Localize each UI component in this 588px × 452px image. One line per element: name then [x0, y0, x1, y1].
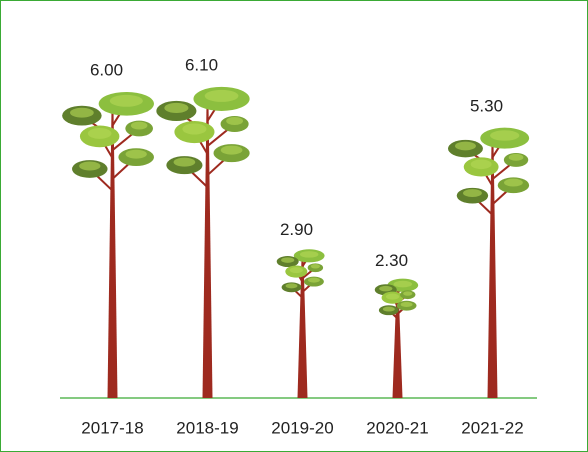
value-label: 6.00 — [90, 60, 123, 79]
leaf-highlight — [382, 306, 395, 312]
leaf-highlight — [182, 123, 207, 135]
leaf-highlight — [281, 257, 295, 263]
leaf-highlight — [220, 145, 243, 155]
trunk — [202, 103, 213, 398]
leaf-highlight — [173, 157, 196, 167]
leaf-highlight — [226, 116, 244, 126]
trunk — [392, 287, 403, 398]
value-label: 5.30 — [470, 97, 503, 116]
leaf-highlight — [403, 291, 413, 296]
leaf-highlight — [299, 251, 319, 258]
tree — [62, 91, 154, 398]
x-tick-label: 2017-18 — [81, 418, 143, 437]
leaf-highlight — [455, 141, 476, 151]
x-tick-label: 2021-22 — [461, 418, 523, 437]
x-tick-label: 2020-21 — [366, 418, 428, 437]
leaf-highlight — [87, 127, 112, 139]
leaf-highlight — [109, 94, 143, 107]
leaf-highlight — [508, 153, 524, 161]
trunk — [487, 142, 498, 398]
trunk — [297, 258, 308, 398]
leaf-highlight — [164, 102, 189, 113]
leaf-highlight — [504, 178, 523, 187]
value-label: 2.30 — [375, 251, 408, 270]
leaf-highlight — [400, 302, 413, 308]
leaf-highlight — [379, 285, 393, 292]
leaf-highlight — [308, 277, 320, 283]
leaf-highlight — [490, 130, 520, 141]
leaf-highlight — [125, 149, 147, 159]
leaf-highlight — [385, 293, 400, 300]
leaf-highlight — [470, 159, 492, 170]
trunk — [107, 108, 118, 398]
x-tick-label: 2018-19 — [176, 418, 238, 437]
leaf-highlight — [285, 283, 298, 289]
leaf-highlight — [289, 267, 303, 274]
x-tick-label: 2019-20 — [271, 418, 333, 437]
value-label: 2.90 — [280, 220, 313, 239]
leaf-highlight — [463, 189, 482, 197]
tree — [276, 249, 325, 398]
leaf-highlight — [204, 89, 239, 102]
tree — [374, 278, 419, 398]
tree — [448, 127, 530, 398]
leaf-highlight — [310, 264, 321, 269]
leaf-highlight — [79, 161, 101, 171]
tree — [156, 86, 250, 398]
value-label: 6.10 — [185, 55, 218, 74]
leaf-highlight — [130, 121, 148, 130]
leaf-highlight — [70, 107, 94, 118]
leaf-highlight — [393, 280, 413, 288]
